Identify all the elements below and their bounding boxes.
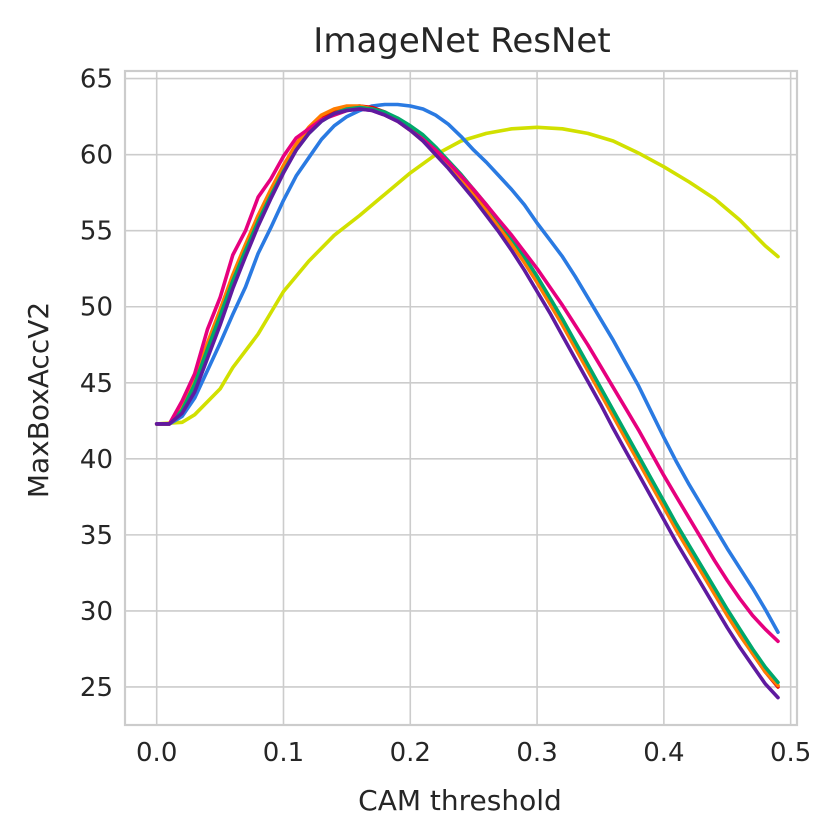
x-axis-label: CAM threshold <box>358 784 562 817</box>
y-tick-label: 25 <box>80 673 113 703</box>
x-tick-label: 0.2 <box>390 738 431 768</box>
grid <box>125 71 797 725</box>
series-line-1 <box>154 125 780 426</box>
y-tick-label: 35 <box>80 521 113 551</box>
x-tick-label: 0.4 <box>643 738 684 768</box>
plot-frame <box>123 69 799 727</box>
x-tick-label: 0.5 <box>770 738 811 768</box>
x-tick-label: 0.1 <box>263 738 304 768</box>
series-line-2 <box>154 102 780 635</box>
y-axis-label: MaxBoxAccV2 <box>22 302 55 498</box>
x-tick-labels: 0.0 0.1 0.2 0.3 0.4 0.5 <box>136 738 811 768</box>
y-tick-label: 50 <box>80 293 113 323</box>
series-layer <box>154 102 780 700</box>
y-tick-label: 40 <box>80 445 113 475</box>
series-line-7 <box>154 107 780 700</box>
x-tick-label: 0.0 <box>136 738 177 768</box>
series-line-4 <box>154 104 780 688</box>
y-tick-label: 30 <box>80 597 113 627</box>
y-tick-label: 45 <box>80 369 113 399</box>
y-tick-label: 55 <box>80 217 113 247</box>
y-tick-labels: 25 30 35 40 45 50 55 60 65 <box>80 65 113 703</box>
y-tick-label: 65 <box>80 65 113 95</box>
x-tick-label: 0.3 <box>516 738 557 768</box>
chart-title: ImageNet ResNet <box>313 21 610 61</box>
y-tick-label: 60 <box>80 141 113 171</box>
series-line-6 <box>154 107 780 644</box>
